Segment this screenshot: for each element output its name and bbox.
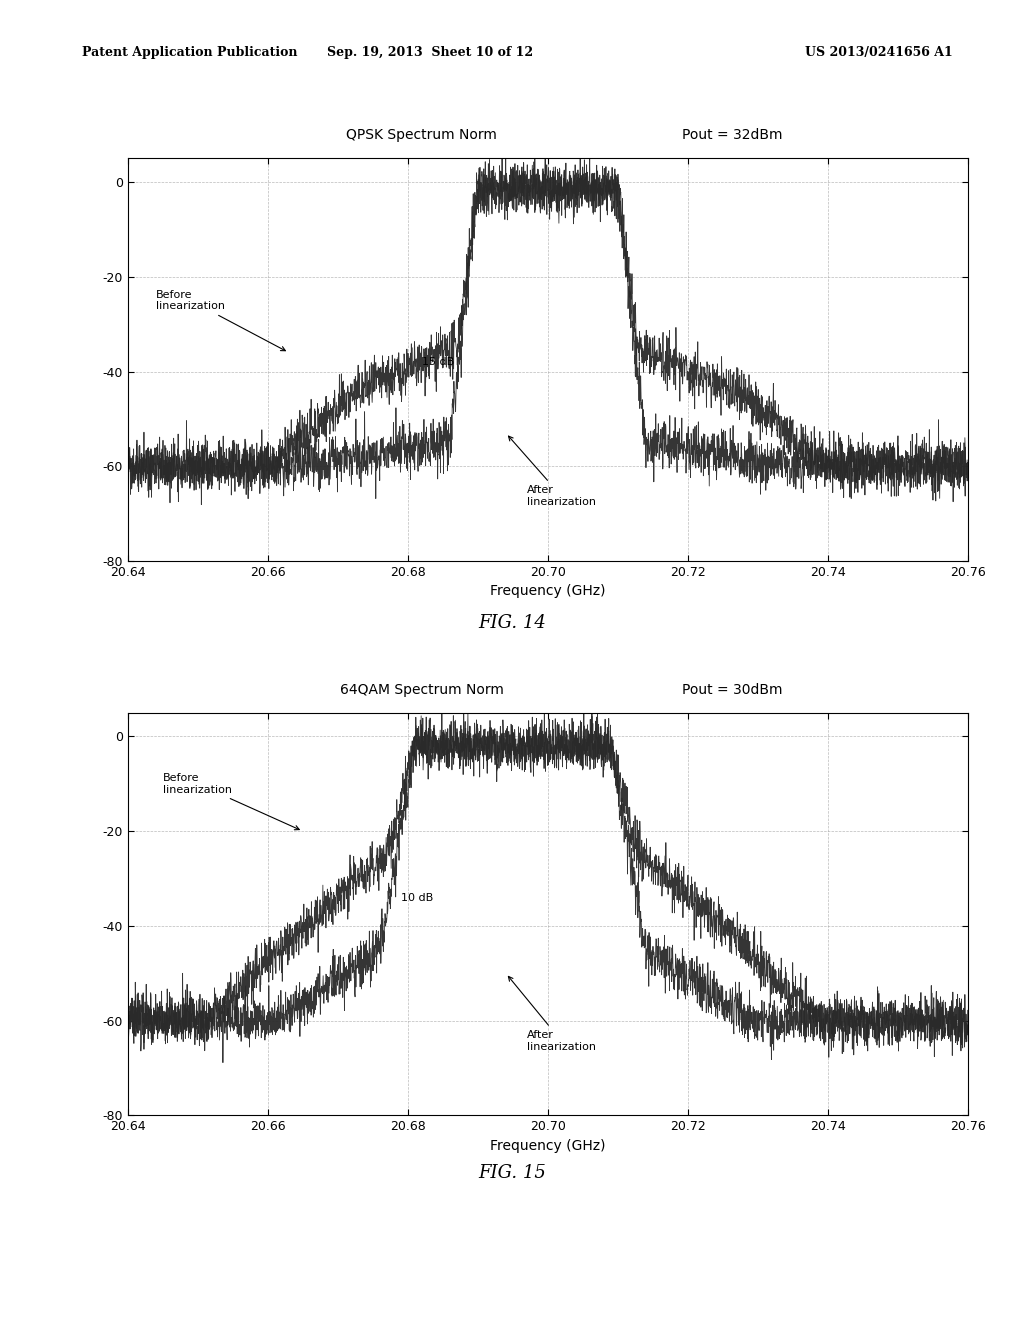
Text: Before
linearization: Before linearization [156,289,286,351]
Text: 10 dB: 10 dB [400,892,433,903]
Text: 15 dB: 15 dB [422,358,454,367]
Text: FIG. 15: FIG. 15 [478,1164,546,1183]
Text: US 2013/0241656 A1: US 2013/0241656 A1 [805,46,952,59]
X-axis label: Frequency (GHz): Frequency (GHz) [490,585,605,598]
X-axis label: Frequency (GHz): Frequency (GHz) [490,1139,605,1152]
Text: QPSK Spectrum Norm: QPSK Spectrum Norm [346,128,498,143]
Text: 64QAM Spectrum Norm: 64QAM Spectrum Norm [340,682,504,697]
Text: Before
linearization: Before linearization [163,774,299,830]
Text: After
linearization: After linearization [508,977,596,1052]
Text: Pout = 30dBm: Pout = 30dBm [682,682,782,697]
Text: After
linearization: After linearization [509,436,596,507]
Text: FIG. 14: FIG. 14 [478,614,546,632]
Text: Pout = 32dBm: Pout = 32dBm [682,128,782,143]
Text: Patent Application Publication: Patent Application Publication [82,46,297,59]
Text: Sep. 19, 2013  Sheet 10 of 12: Sep. 19, 2013 Sheet 10 of 12 [327,46,534,59]
